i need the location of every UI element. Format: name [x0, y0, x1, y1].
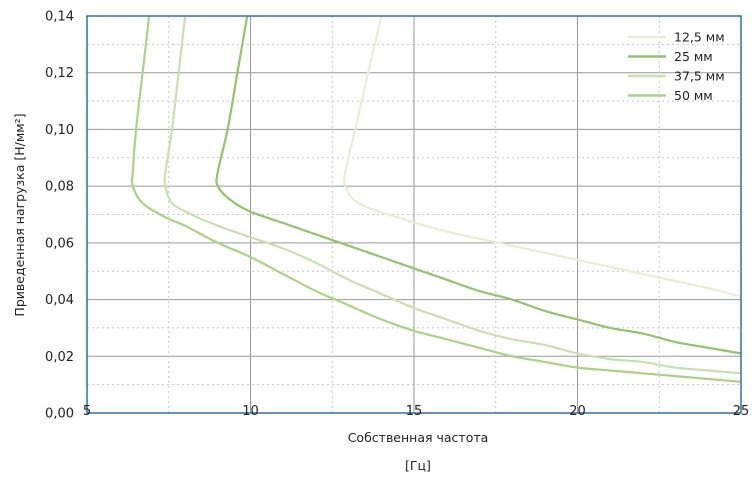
series-layer	[130, 16, 741, 383]
y-tick-label: 0,08	[45, 180, 74, 195]
y-tick-label: 0,12	[45, 66, 74, 81]
y-tick-label: 0,10	[45, 123, 74, 138]
x-axis-label: Собственная частота	[348, 430, 489, 445]
legend-label: 50 мм	[674, 88, 713, 103]
series-line-2	[215, 16, 741, 355]
y-tick-label: 0,06	[45, 236, 74, 251]
legend: 12,5 мм 25 мм 37,5 мм 50 мм	[628, 30, 725, 103]
x-tick-label: 5	[83, 404, 91, 419]
legend-label: 12,5 мм	[674, 30, 725, 45]
y-tick-label: 0,02	[45, 350, 74, 365]
series-line-3	[163, 16, 741, 375]
grid	[87, 16, 741, 413]
y-tick-label: 0,00	[45, 407, 74, 422]
x-tick-label: 15	[406, 404, 423, 419]
x-axis-unit: [Гц]	[405, 458, 431, 473]
y-tick-label: 0,04	[45, 293, 74, 308]
x-tick-label: 10	[242, 404, 259, 419]
plot-frame	[86, 15, 742, 414]
series-line-4	[130, 16, 741, 383]
y-tick-label: 0,14	[45, 10, 74, 25]
y-axis-label: Приведенная нагрузка [Н/мм²]	[12, 113, 27, 316]
x-tick-label: 20	[569, 404, 586, 419]
series-line-1	[342, 16, 741, 298]
legend-label: 37,5 мм	[674, 69, 725, 84]
x-tick-label: 25	[733, 404, 750, 419]
y-tick-labels: 0,00 0,02 0,04 0,06 0,08 0,10 0,12 0,14	[45, 10, 74, 422]
x-tick-labels: 5 10 15 20 25	[83, 404, 749, 419]
legend-label: 25 мм	[674, 49, 713, 64]
